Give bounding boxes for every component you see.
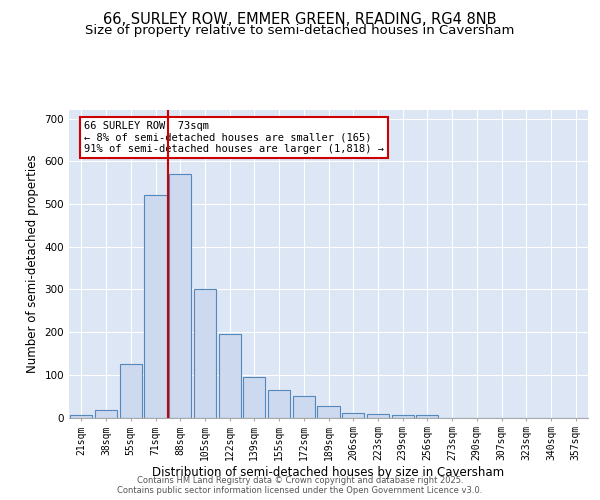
Bar <box>70 414 92 418</box>
Bar <box>169 174 191 418</box>
Bar <box>194 290 216 418</box>
Bar <box>243 377 265 418</box>
Bar <box>392 415 414 418</box>
Bar <box>416 415 439 418</box>
Bar <box>95 410 117 418</box>
Text: 66 SURLEY ROW: 73sqm
← 8% of semi-detached houses are smaller (165)
91% of semi-: 66 SURLEY ROW: 73sqm ← 8% of semi-detach… <box>84 120 384 154</box>
Bar <box>367 414 389 418</box>
Bar <box>293 396 315 417</box>
Bar <box>119 364 142 418</box>
Text: Contains HM Land Registry data © Crown copyright and database right 2025.
Contai: Contains HM Land Registry data © Crown c… <box>118 476 482 495</box>
Text: 66, SURLEY ROW, EMMER GREEN, READING, RG4 8NB: 66, SURLEY ROW, EMMER GREEN, READING, RG… <box>103 12 497 28</box>
Bar <box>145 196 167 418</box>
Bar <box>218 334 241 417</box>
Bar <box>268 390 290 417</box>
X-axis label: Distribution of semi-detached houses by size in Caversham: Distribution of semi-detached houses by … <box>152 466 505 479</box>
Y-axis label: Number of semi-detached properties: Number of semi-detached properties <box>26 154 39 373</box>
Bar <box>317 406 340 417</box>
Bar <box>342 413 364 418</box>
Text: Size of property relative to semi-detached houses in Caversham: Size of property relative to semi-detach… <box>85 24 515 37</box>
